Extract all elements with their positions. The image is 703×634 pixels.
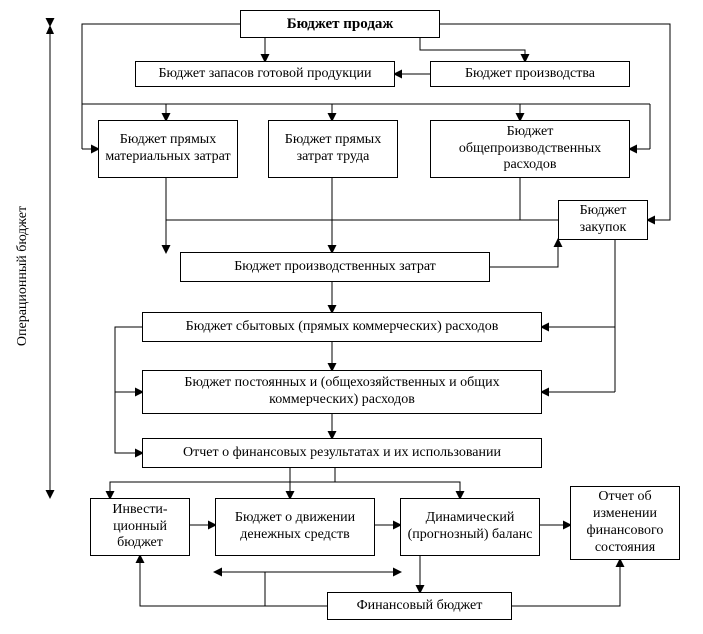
node-cash: Бюджет о движении денежных средств — [215, 498, 375, 556]
node-prodcost: Бюджет производственных затрат — [180, 252, 490, 282]
node-report: Отчет об изменении финансового состояния — [570, 486, 680, 560]
edge — [140, 556, 327, 606]
node-prod: Бюджет производства — [430, 61, 630, 87]
edge — [335, 482, 460, 498]
edge — [420, 38, 525, 61]
edge — [215, 572, 265, 606]
node-purch: Бюджет закупок — [558, 200, 648, 240]
node-fixed: Бюджет постоянных и (общехозяйственных и… — [142, 370, 542, 414]
edge — [512, 560, 620, 606]
node-finbud: Финансовый бюджет — [327, 592, 512, 620]
node-sales: Бюджет продаж — [240, 10, 440, 38]
node-balance: Динамический (прогнозный) баланс — [400, 498, 540, 556]
edge — [115, 327, 142, 453]
node-stock: Бюджет запасов готовой продукции — [135, 61, 395, 87]
edge — [110, 468, 335, 498]
node-fres: Отчет о финансовых результатах и их испо… — [142, 438, 542, 468]
edge — [490, 240, 558, 267]
vertical-label-operational-budget: Операционный бюджет — [15, 206, 31, 346]
node-selling: Бюджет сбытовых (прямых коммерческих) ра… — [142, 312, 542, 342]
node-ohead: Бюджет общепроизводственных расходов — [430, 120, 630, 178]
node-invest: Инвести- ционный бюджет — [90, 498, 190, 556]
node-labor: Бюджет прямых затрат труда — [268, 120, 398, 178]
node-mat: Бюджет прямых материальных затрат — [98, 120, 238, 178]
